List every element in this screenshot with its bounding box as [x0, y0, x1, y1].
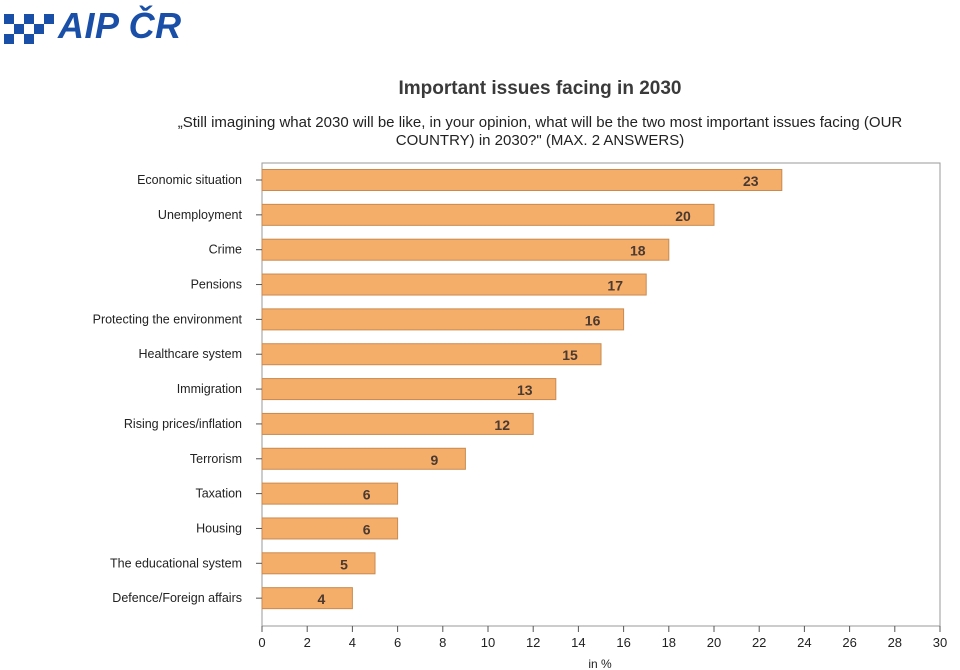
x-tick-label: 2 — [304, 635, 311, 650]
category-label: The educational system — [110, 556, 242, 570]
bar-value-label: 12 — [494, 417, 510, 433]
category-label: Economic situation — [137, 173, 242, 187]
bar — [261, 343, 602, 366]
bar — [261, 552, 376, 575]
x-tick-label: 20 — [707, 635, 721, 650]
x-tick-label: 30 — [933, 635, 947, 650]
bar-value-label: 17 — [607, 278, 623, 294]
bar-value-label: 16 — [585, 312, 601, 328]
bar-value-label: 20 — [675, 208, 691, 224]
x-tick-label: 0 — [258, 635, 265, 650]
category-label: Terrorism — [190, 452, 242, 466]
bar — [261, 169, 783, 191]
bar — [261, 517, 399, 540]
category-label: Pensions — [191, 278, 242, 292]
bar-value-label: 5 — [340, 556, 348, 572]
x-tick-label: 26 — [842, 635, 856, 650]
logo-checker-icon — [4, 14, 54, 44]
category-label: Unemployment — [158, 208, 243, 222]
category-label: Housing — [196, 521, 242, 535]
x-tick-label: 10 — [481, 635, 495, 650]
x-tick-label: 24 — [797, 635, 811, 650]
chart-title: Important issues facing in 2030 — [398, 78, 682, 99]
logo: AIP ČR — [4, 5, 182, 46]
bar — [261, 482, 399, 505]
bar — [261, 308, 625, 331]
x-tick-label: 16 — [616, 635, 630, 650]
bar-value-label: 23 — [743, 173, 759, 189]
x-tick-label: 6 — [394, 635, 401, 650]
x-tick-label: 18 — [662, 635, 676, 650]
bar — [261, 273, 647, 296]
bar — [261, 238, 670, 261]
category-label: Crime — [209, 243, 242, 257]
x-tick-label: 14 — [571, 635, 585, 650]
category-label: Rising prices/inflation — [124, 417, 242, 431]
bar-value-label: 9 — [431, 452, 439, 468]
category-label: Defence/Foreign affairs — [112, 591, 242, 605]
x-tick-label: 8 — [439, 635, 446, 650]
x-tick-label: 4 — [349, 635, 356, 650]
category-label: Healthcare system — [138, 347, 242, 361]
category-label: Protecting the environment — [93, 312, 243, 326]
bar-value-label: 6 — [363, 521, 371, 537]
category-label: Immigration — [177, 382, 242, 396]
x-tick-label: 28 — [888, 635, 902, 650]
x-axis-label: in % — [588, 657, 612, 670]
bar-value-label: 15 — [562, 347, 578, 363]
bar — [261, 412, 534, 435]
category-label: Taxation — [195, 487, 242, 501]
bar — [261, 203, 715, 226]
logo-text: AIP ČR — [58, 5, 182, 46]
bar — [261, 378, 557, 401]
x-tick-label: 12 — [526, 635, 540, 650]
bar — [261, 587, 353, 610]
bar-value-label: 4 — [318, 591, 326, 607]
chart-subtitle: „Still imagining what 2030 will be like,… — [177, 114, 903, 149]
bar-value-label: 6 — [363, 487, 371, 503]
bar-value-label: 13 — [517, 382, 533, 398]
bar-value-label: 18 — [630, 243, 646, 259]
x-tick-label: 22 — [752, 635, 766, 650]
